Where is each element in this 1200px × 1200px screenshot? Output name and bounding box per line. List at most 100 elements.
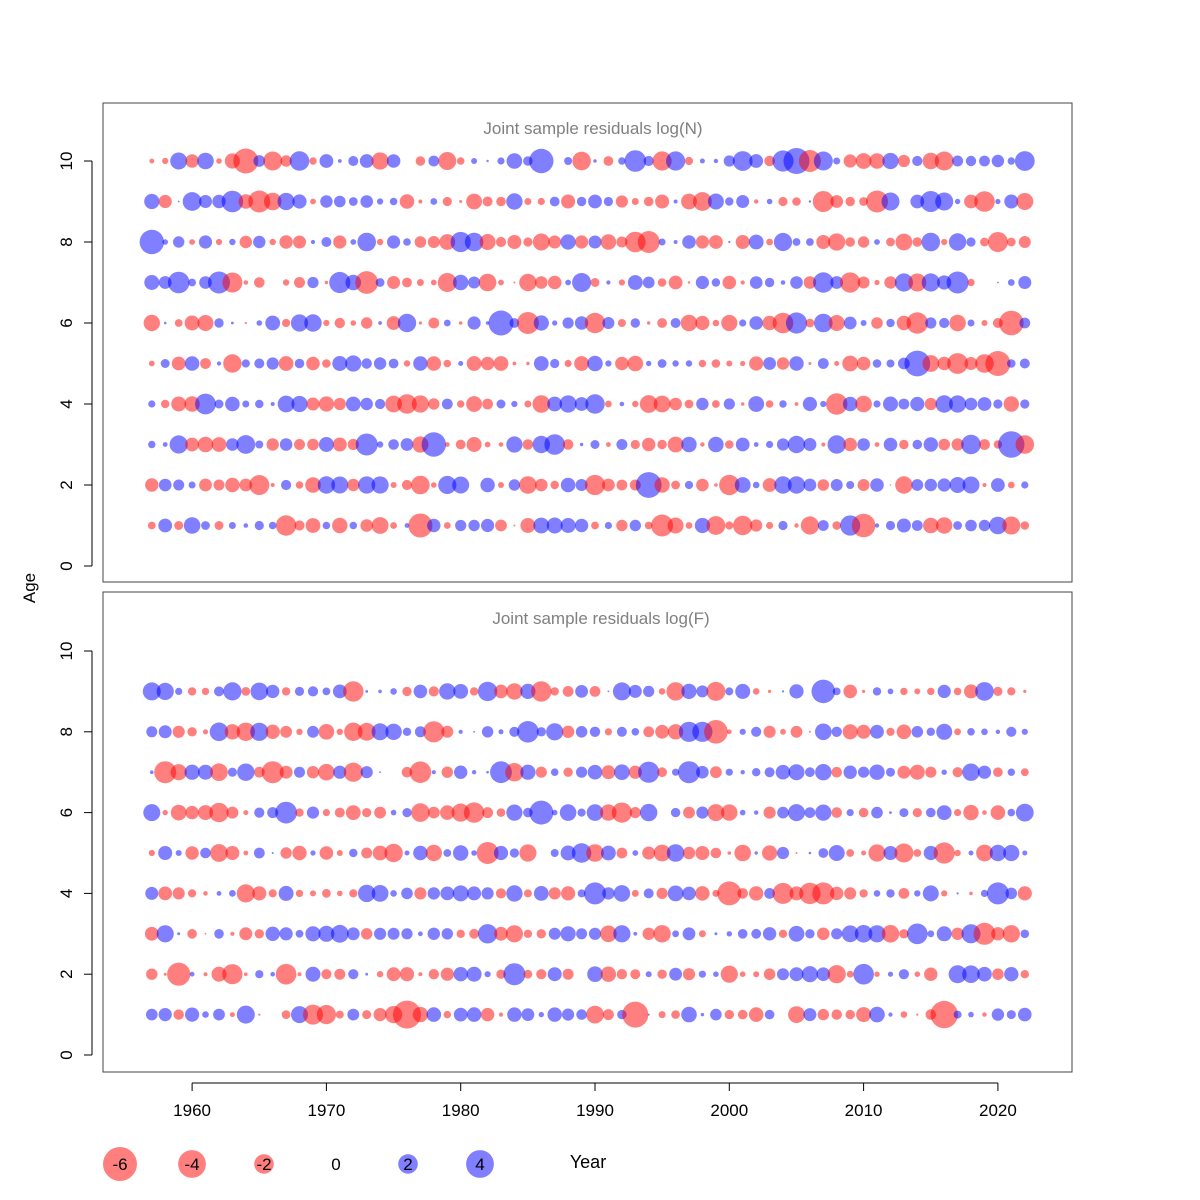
bubble-log-n-age8-2022 bbox=[1018, 236, 1031, 248]
bubble-log-n-age6-1970 bbox=[323, 319, 330, 327]
bubble-log-f-age5-1992 bbox=[616, 847, 628, 859]
bubble-log-f-age4-1991 bbox=[602, 887, 615, 900]
bubble-log-f-age9-1984 bbox=[506, 683, 523, 700]
bubble-log-n-age9-2020 bbox=[995, 198, 1001, 205]
bubble-log-f-age1-1961 bbox=[202, 1011, 209, 1018]
bubble-log-n-age5-1960 bbox=[184, 356, 200, 371]
bubble-log-f-age7-1989 bbox=[576, 766, 588, 778]
bubble-log-n-age8-1969 bbox=[310, 239, 316, 245]
bubble-log-n-age6-1964 bbox=[244, 321, 247, 325]
bubble-log-n-age1-2020 bbox=[989, 516, 1007, 535]
bubble-log-n-age10-1999 bbox=[713, 158, 719, 164]
bubble-log-n-age2-2013 bbox=[895, 476, 913, 494]
bubble-log-n-age3-1985 bbox=[522, 439, 534, 450]
bubble-log-n-age7-1983 bbox=[498, 279, 504, 286]
bubble-log-n-age4-2002 bbox=[748, 396, 765, 412]
bubble-log-f-age2-1972 bbox=[348, 969, 359, 980]
bubble-log-n-age1-2017 bbox=[953, 521, 962, 530]
bubble-log-f-age8-2012 bbox=[886, 727, 895, 736]
bubble-log-f-age9-1965 bbox=[250, 682, 269, 701]
bubble-log-n-age1-1981 bbox=[468, 519, 480, 532]
panel-log-f-bubbles bbox=[142, 679, 1034, 1029]
bubble-log-f-age7-2020 bbox=[993, 767, 1003, 777]
bubble-log-n-age7-1977 bbox=[416, 279, 424, 286]
x-tick-label-1990: 1990 bbox=[576, 1101, 614, 1120]
bubble-log-f-age3-2017 bbox=[951, 927, 964, 940]
bubble-log-f-age4-1977 bbox=[414, 887, 427, 900]
bubble-log-f-age9-1962 bbox=[214, 686, 224, 697]
bubble-log-n-age9-1957 bbox=[144, 193, 160, 210]
bubble-log-n-age9-1988 bbox=[561, 194, 576, 209]
panel-log-f-title: Joint sample residuals log(F) bbox=[492, 609, 709, 628]
bubble-log-n-age2-2012 bbox=[889, 484, 892, 486]
bubble-log-f-age2-1983 bbox=[496, 969, 506, 979]
bubble-log-n-age6-1967 bbox=[282, 318, 291, 328]
legend-label-2: 2 bbox=[403, 1155, 412, 1174]
bubble-log-f-age3-1967 bbox=[279, 927, 293, 941]
bubble-log-n-age9-2007 bbox=[812, 191, 834, 212]
bubble-log-f-age4-2014 bbox=[914, 890, 921, 897]
bubble-log-f-age7-2022 bbox=[1020, 768, 1029, 777]
bubble-log-n-age1-2011 bbox=[874, 523, 880, 528]
bubble-log-f-age6-1958 bbox=[162, 809, 168, 816]
bubble-log-f-age9-1999 bbox=[706, 681, 726, 701]
bubble-log-n-age1-1957 bbox=[147, 521, 156, 530]
bubble-log-n-age2-1980 bbox=[452, 476, 470, 494]
bubble-log-n-age6-1980 bbox=[458, 321, 463, 325]
bubble-log-f-age6-1998 bbox=[696, 806, 709, 819]
bubble-log-n-age5-2007 bbox=[817, 358, 829, 369]
bubble-log-n-age3-1987 bbox=[544, 434, 565, 455]
bubble-log-n-age4-1987 bbox=[547, 396, 563, 412]
bubble-log-n-age9-1961 bbox=[199, 195, 212, 208]
bubble-log-n-age6-1971 bbox=[334, 317, 345, 329]
bubble-log-f-age1-1972 bbox=[347, 1008, 360, 1021]
bubble-log-f-age9-1974 bbox=[378, 689, 382, 694]
bubble-log-f-age6-1992 bbox=[611, 802, 633, 823]
bubble-log-f-age4-2012 bbox=[886, 889, 895, 898]
bubble-log-n-age1-2006 bbox=[800, 516, 820, 535]
bubble-log-n-age10-2013 bbox=[897, 154, 911, 168]
bubble-log-f-age7-1966 bbox=[261, 761, 284, 784]
bubble-log-n-age3-1993 bbox=[630, 439, 640, 450]
bubble-log-n-age3-1992 bbox=[616, 439, 628, 450]
bubble-log-f-age2-1976 bbox=[399, 967, 415, 982]
bubble-log-f-age1-1970 bbox=[316, 1005, 336, 1025]
bubble-log-f-age3-2014 bbox=[907, 923, 928, 945]
bubble-log-n-age4-1993 bbox=[632, 400, 639, 408]
bubble-log-n-age2-1973 bbox=[358, 476, 376, 494]
bubble-log-f-age2-1994 bbox=[645, 971, 652, 978]
bubble-log-f-age2-2008 bbox=[827, 965, 846, 984]
bubble-log-f-age7-2012 bbox=[886, 767, 895, 777]
bubble-log-n-age8-2020 bbox=[987, 232, 1008, 252]
bubble-log-n-age9-1959 bbox=[177, 200, 180, 203]
bubble-log-n-age9-1982 bbox=[482, 196, 493, 207]
bubble-log-n-age10-2006 bbox=[798, 150, 821, 172]
bubble-log-n-age10-2003 bbox=[764, 155, 775, 167]
bubble-log-n-age1-1994 bbox=[644, 521, 653, 530]
bubble-log-n-age8-2006 bbox=[806, 238, 814, 246]
bubble-log-n-age1-1990 bbox=[591, 521, 599, 530]
bubble-log-n-age4-1973 bbox=[360, 397, 373, 411]
bubble-log-f-age9-1964 bbox=[241, 687, 251, 696]
bubble-log-n-age9-2010 bbox=[859, 197, 868, 206]
bubble-log-n-age4-1971 bbox=[333, 397, 346, 411]
bubble-log-f-age4-1971 bbox=[337, 890, 343, 897]
bubble-log-n-age9-1974 bbox=[377, 198, 384, 205]
bubble-log-n-age7-1999 bbox=[711, 278, 721, 287]
bubble-log-f-age7-1969 bbox=[306, 766, 320, 779]
bubble-log-f-age4-1966 bbox=[268, 889, 277, 898]
bubble-log-f-age7-1983 bbox=[490, 761, 512, 784]
bubble-log-f-age7-1965 bbox=[253, 766, 265, 778]
bubble-log-n-age4-2022 bbox=[1020, 399, 1030, 409]
bubble-log-n-age3-1978 bbox=[421, 432, 446, 457]
bubble-log-f-age3-1958 bbox=[156, 925, 174, 943]
bubble-log-n-age1-1987 bbox=[546, 517, 563, 534]
bubble-log-f-age1-1963 bbox=[229, 1012, 235, 1018]
bubble-log-f-age3-1998 bbox=[698, 930, 706, 938]
bubble-log-f-age4-1993 bbox=[631, 889, 639, 897]
bubble-log-n-age2-2005 bbox=[787, 476, 806, 494]
bubble-log-n-age10-1965 bbox=[253, 155, 266, 167]
bubble-log-f-age2-2015 bbox=[924, 967, 938, 981]
bubble-log-f-age1-1962 bbox=[213, 1008, 225, 1021]
bubble-log-n-age3-1997 bbox=[681, 436, 697, 453]
